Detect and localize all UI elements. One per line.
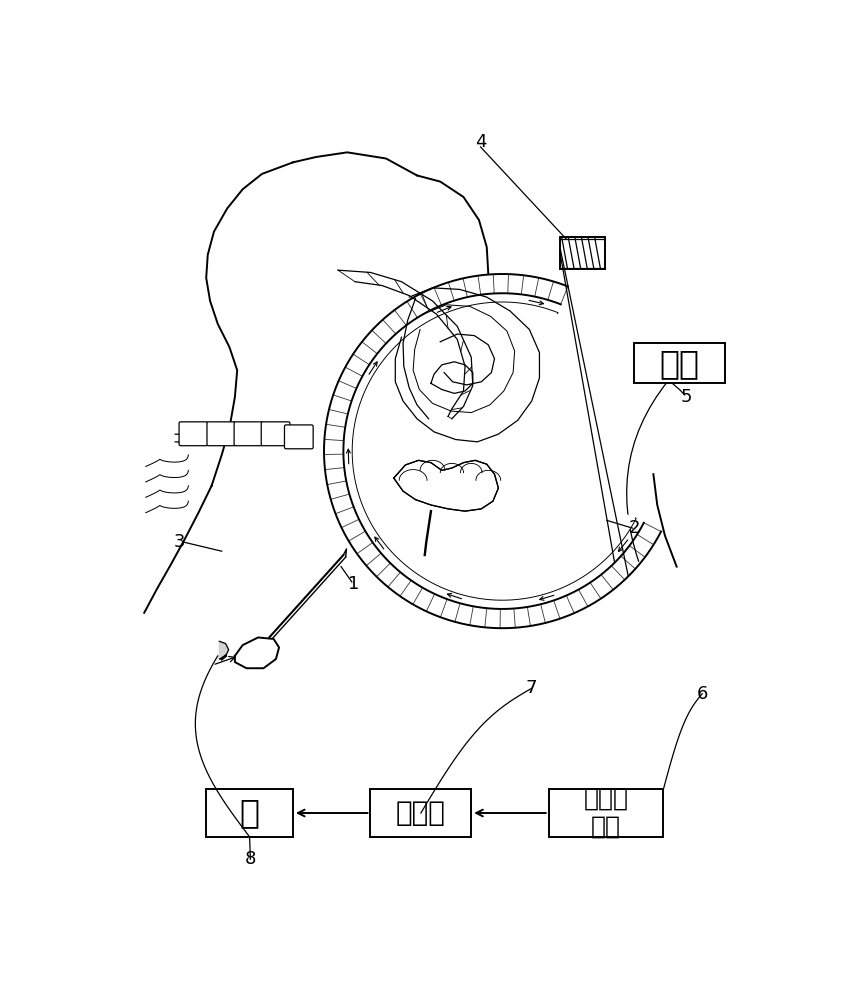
Text: 7: 7 <box>526 679 538 697</box>
FancyBboxPatch shape <box>179 422 208 446</box>
Text: 5: 5 <box>681 388 693 406</box>
Bar <box>371 789 472 837</box>
Bar <box>206 789 293 837</box>
Text: 4: 4 <box>475 133 486 151</box>
Polygon shape <box>353 302 635 600</box>
Text: 2: 2 <box>628 519 639 537</box>
FancyBboxPatch shape <box>207 422 235 446</box>
Polygon shape <box>235 637 279 668</box>
Text: 3: 3 <box>173 533 185 551</box>
Polygon shape <box>219 641 229 659</box>
Text: 冷却器: 冷却器 <box>396 799 446 827</box>
Bar <box>549 789 663 837</box>
Text: 1: 1 <box>348 575 360 593</box>
Polygon shape <box>324 274 661 628</box>
Text: 8: 8 <box>245 850 256 868</box>
Bar <box>634 343 725 383</box>
Text: 人工脑
脊液: 人工脑 脊液 <box>584 787 628 839</box>
FancyBboxPatch shape <box>284 425 313 449</box>
FancyBboxPatch shape <box>234 422 263 446</box>
Text: 6: 6 <box>697 685 708 703</box>
FancyBboxPatch shape <box>261 422 290 446</box>
Polygon shape <box>394 460 498 511</box>
Text: 排出: 排出 <box>660 347 699 380</box>
Bar <box>561 237 605 269</box>
Text: 泵: 泵 <box>240 796 259 830</box>
